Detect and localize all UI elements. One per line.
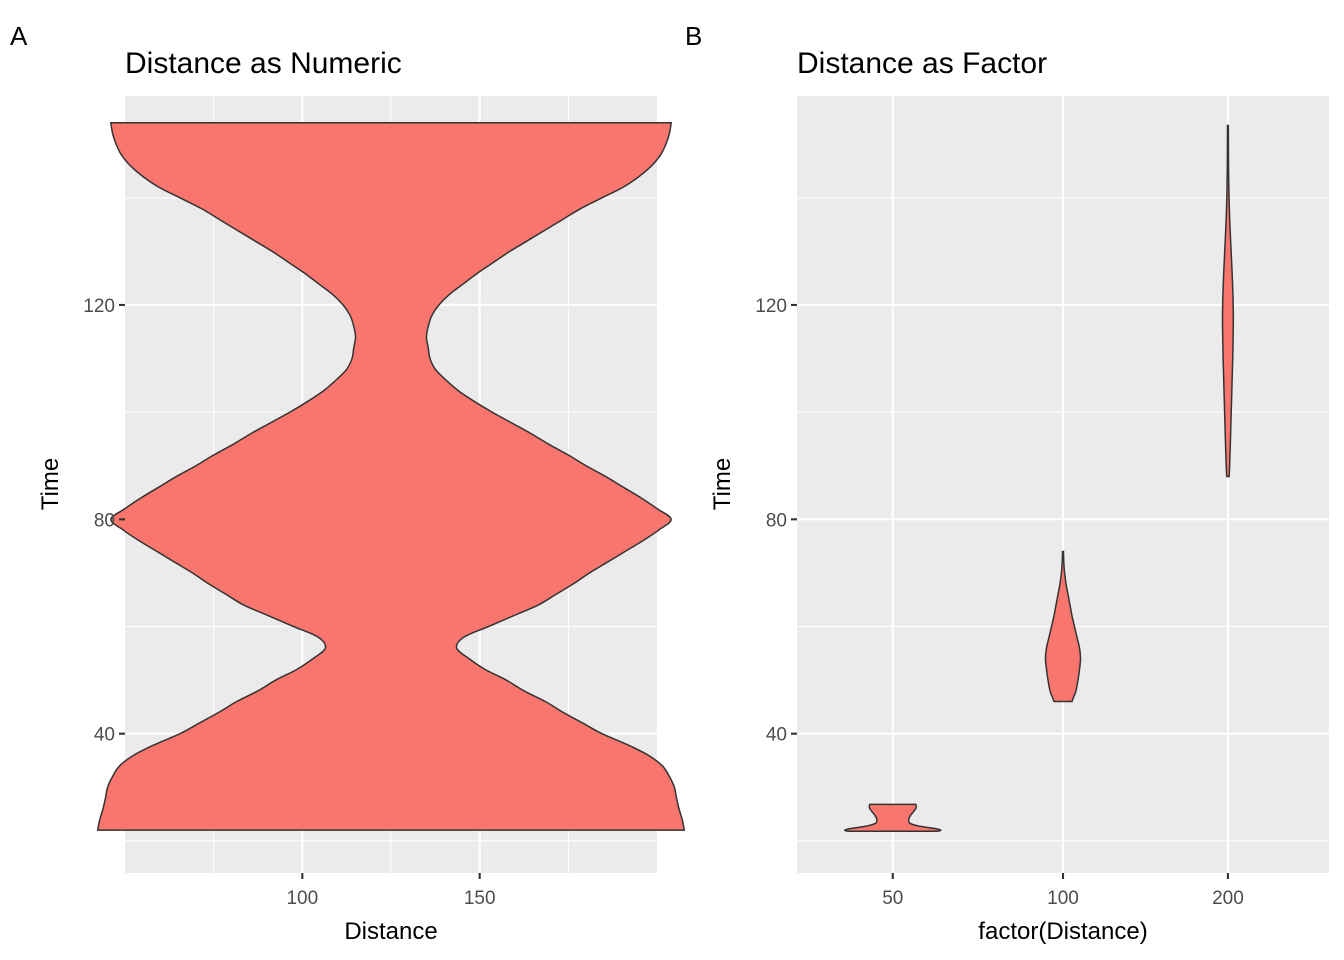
panel-a-tag: A bbox=[10, 21, 28, 51]
panel-a-title: Distance as Numeric bbox=[125, 47, 402, 80]
panel-b-x-tick-label: 50 bbox=[882, 888, 903, 909]
panel-b-x-axis: 50 100 200 bbox=[882, 873, 1244, 909]
panel-b-title: Distance as Factor bbox=[797, 47, 1047, 80]
panel-a-y-tick-label: 120 bbox=[83, 296, 115, 317]
panel-b-y-tick-label: 40 bbox=[766, 725, 787, 746]
panel-a-violins bbox=[96, 122, 686, 831]
panel-b-violin-100 bbox=[1044, 550, 1082, 703]
panel-b-x-axis-title: factor(Distance) bbox=[978, 918, 1147, 945]
panel-b-x-tick-label: 100 bbox=[1047, 888, 1079, 909]
panel-b-violins bbox=[843, 124, 1235, 832]
panel-a-y-axis-title: Time bbox=[37, 458, 64, 510]
panel-a-x-tick-label: 100 bbox=[286, 888, 318, 909]
panel-b-y-axis: 40 80 120 bbox=[755, 296, 797, 746]
panel-a-violin-0 bbox=[96, 122, 686, 831]
panel-a-x-axis: 100 150 bbox=[286, 873, 496, 909]
panel-b-y-axis-title: Time bbox=[709, 458, 736, 510]
panel-b-gridlines bbox=[797, 96, 1329, 873]
panel-b-violin-50 bbox=[843, 803, 942, 832]
panel-a-x-axis-title: Distance bbox=[344, 918, 437, 945]
panel-a-y-axis: 40 80 120 bbox=[83, 296, 125, 746]
panel-b-x-tick-label: 200 bbox=[1212, 888, 1244, 909]
panel-a: A Distance as Numeric 40 80 120 100 150 Dis… bbox=[10, 21, 686, 945]
panel-b: B Distance as Factor 40 80 120 50 100 200 fa… bbox=[685, 21, 1329, 945]
panel-b-y-tick-label: 80 bbox=[766, 510, 787, 531]
panel-a-y-tick-label: 80 bbox=[94, 510, 115, 531]
panel-b-y-tick-label: 120 bbox=[755, 296, 787, 317]
panel-b-tag: B bbox=[685, 21, 702, 51]
panel-a-y-tick-label: 40 bbox=[94, 725, 115, 746]
panel-a-x-tick-label: 150 bbox=[464, 888, 496, 909]
panel-b-violin-200 bbox=[1221, 124, 1235, 478]
